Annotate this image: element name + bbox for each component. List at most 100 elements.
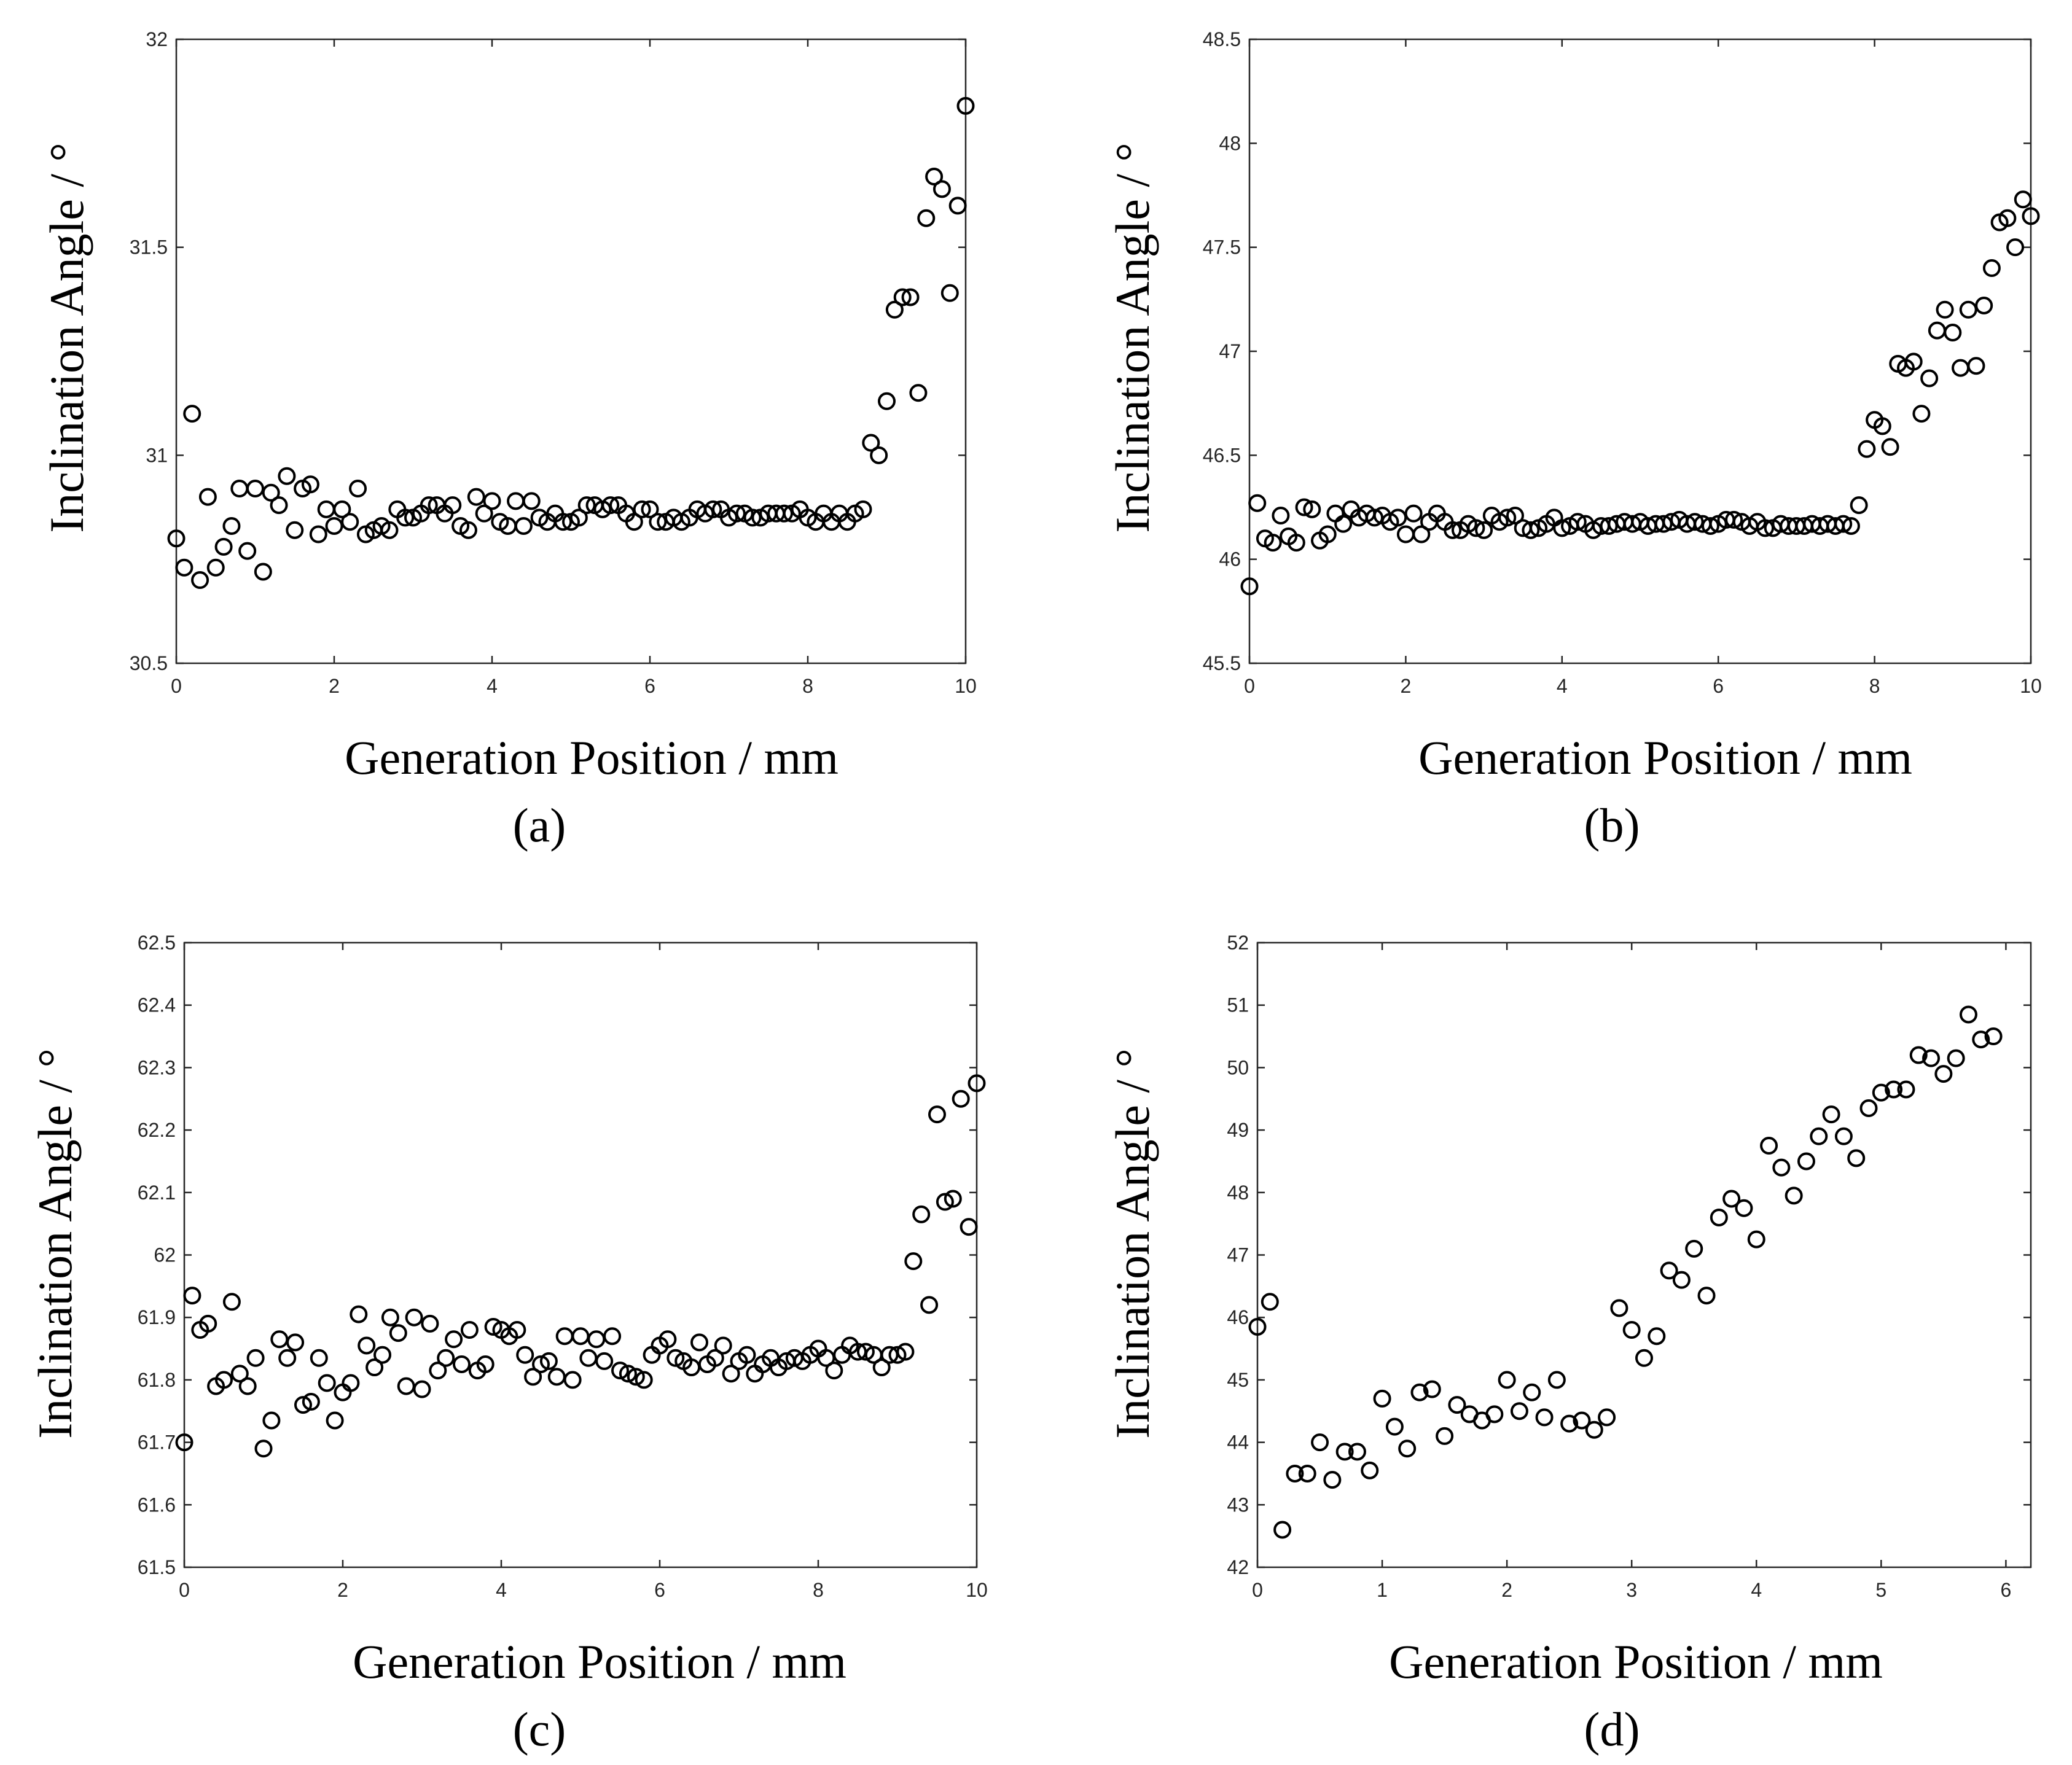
data-point (1834, 515, 1853, 533)
data-point (956, 96, 975, 115)
data-point (214, 537, 233, 556)
data-point (577, 496, 596, 515)
data-point (563, 1371, 582, 1389)
data-point (215, 1371, 233, 1389)
data-point (1323, 1471, 1342, 1489)
data-point (1396, 525, 1415, 544)
data-point (1385, 1417, 1404, 1436)
data-point (1928, 321, 1946, 340)
data-point (1912, 405, 1931, 423)
y-axis-label-c: Inclination Angle / ° (28, 1048, 82, 1439)
data-point (1510, 1402, 1528, 1420)
data-point (326, 1411, 344, 1430)
y-tick-label: 43 (1227, 1494, 1249, 1516)
data-point (649, 513, 667, 531)
x-tick-label: 2 (329, 675, 340, 697)
data-point (862, 434, 880, 452)
data-point (373, 1346, 391, 1364)
data-point (475, 504, 493, 523)
data-point (547, 1368, 566, 1386)
x-tick-label: 10 (966, 1579, 988, 1601)
y-tick-label: 46.5 (1203, 444, 1241, 466)
data-point (601, 496, 620, 515)
data-point (476, 1355, 495, 1373)
data-point (1822, 1105, 1840, 1124)
y-tick-label: 61.5 (138, 1556, 176, 1578)
y-tick-label: 50 (1227, 1056, 1249, 1078)
data-point (1348, 1443, 1366, 1461)
data-point (1622, 1321, 1641, 1339)
data-point (1967, 357, 1985, 375)
data-point (191, 571, 209, 590)
data-point (1635, 1349, 1653, 1367)
axes-frame-d (1256, 941, 2032, 1568)
data-point (603, 1327, 622, 1346)
data-point (611, 1362, 629, 1380)
data-point (667, 1349, 685, 1367)
data-point (175, 1433, 194, 1452)
data-point (1311, 1433, 1329, 1452)
data-point (1701, 516, 1719, 535)
data-point (571, 1327, 590, 1346)
data-point (1553, 519, 1571, 537)
data-point (1273, 1521, 1292, 1539)
data-point (286, 1333, 305, 1352)
data-point (1747, 1230, 1765, 1249)
data-point (925, 168, 944, 186)
x-tick-label: 6 (654, 1579, 665, 1601)
data-point (940, 284, 959, 302)
data-point (885, 300, 904, 319)
y-axis-label-b: Inclination Angle / ° (1106, 142, 1159, 533)
x-tick-label: 4 (1557, 675, 1568, 697)
y-tick-label: 32 (146, 28, 168, 50)
data-point (278, 467, 296, 485)
y-axis-label-a: Inclination Angle / ° (40, 142, 93, 533)
x-tick-label: 0 (1244, 675, 1255, 697)
data-point (932, 180, 951, 198)
data-point (635, 1371, 653, 1389)
data-point (1909, 1046, 1928, 1064)
data-point (278, 1349, 297, 1367)
data-point (1934, 1065, 1953, 1083)
data-point (1412, 525, 1431, 544)
data-point (714, 1336, 732, 1355)
y-tick-label: 47.5 (1203, 236, 1241, 259)
y-tick-label: 31 (146, 444, 168, 466)
x-axis-label-a: Generation Position / mm (345, 731, 839, 784)
y-tick-label: 46 (1219, 548, 1241, 571)
data-point (1952, 359, 1970, 377)
data-point (453, 1355, 471, 1373)
data-point (341, 513, 359, 531)
data-point (1944, 324, 1962, 342)
data-point (936, 1193, 954, 1211)
x-tick-label: 1 (1377, 1579, 1388, 1601)
data-point (706, 1349, 724, 1367)
data-point (230, 1365, 249, 1383)
y-tick-label: 52 (1227, 932, 1249, 954)
data-point (420, 496, 438, 515)
y-tick-label: 47 (1227, 1244, 1249, 1266)
data-point (459, 521, 477, 539)
data-point (1947, 1049, 1965, 1067)
data-point (1287, 534, 1305, 552)
data-point (1858, 440, 1876, 458)
data-point (396, 508, 415, 527)
data-point (878, 392, 896, 410)
y-tick-label: 61.7 (138, 1432, 176, 1454)
y-tick-label: 62.2 (138, 1119, 176, 1141)
axes-frame-a (175, 38, 967, 664)
data-point (1600, 516, 1618, 535)
data-point (2022, 207, 2040, 225)
data-point (516, 1346, 534, 1364)
y-axis-label-d: Inclination Angle / ° (1106, 1048, 1159, 1439)
data-point (909, 384, 928, 402)
y-tick-label: 49 (1227, 1119, 1249, 1141)
y-tick-label: 46 (1227, 1306, 1249, 1328)
data-point (183, 1287, 201, 1305)
data-point (1697, 1287, 1716, 1305)
data-point (1485, 1405, 1504, 1424)
y-tick-label: 62.1 (138, 1182, 176, 1204)
data-point (507, 492, 525, 510)
data-point (1334, 515, 1353, 533)
data-point (539, 1352, 558, 1370)
